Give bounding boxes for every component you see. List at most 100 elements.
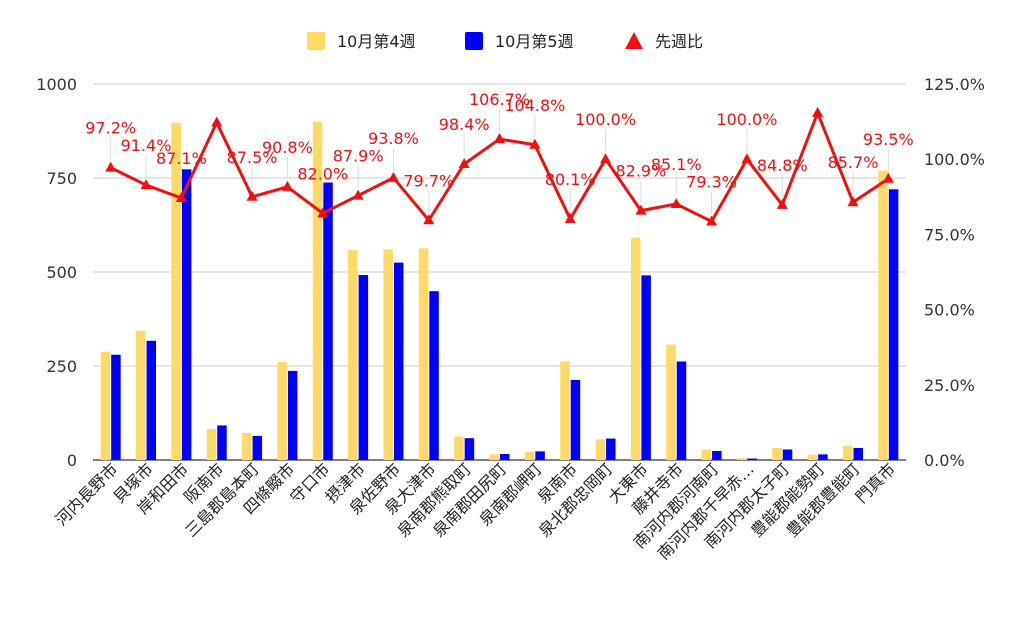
bar-week5 [818,454,828,460]
bar-week5 [429,291,439,460]
ratio-point [423,214,435,225]
bar-week4 [807,454,818,460]
ratio-data-label: 104.8% [504,96,565,115]
y-left-tick-label: 1000 [36,75,77,94]
bar-week5 [641,275,651,460]
ratio-point [635,204,647,215]
ratio-point [847,196,859,207]
bar-week4 [136,330,146,460]
bar-week5 [853,447,863,460]
ratio-data-label: 84.8% [757,156,808,175]
ratio-data-label: 85.7% [828,153,879,172]
ratio-data-label: 79.7% [403,171,454,190]
ratio-point [706,215,718,226]
y-right-tick-label: 50.0% [924,301,975,320]
bar-week4 [842,446,853,460]
bar-week4 [206,429,217,460]
y-left-tick-label: 250 [46,357,77,376]
ratio-point [246,190,258,201]
bar-week5 [181,169,192,461]
bar-week4 [418,248,429,460]
bar-week5 [287,370,298,460]
bar-week5 [146,340,157,460]
y-right-tick-label: 25.0% [924,376,975,395]
ratio-point [458,158,470,169]
bar-week5 [323,182,333,460]
ratio-point [387,171,399,182]
ratio-data-label: 82.9% [615,162,666,181]
bar-week4 [736,458,747,460]
ratio-point [352,189,364,200]
category-label: 門真市 [852,459,899,506]
ratio-data-label: 85.1% [651,155,702,174]
bar-week5 [747,458,757,460]
ratio-data-label: 80.1% [545,170,596,189]
y-right-tick-label: 125.0% [924,75,985,94]
ratio-point [776,198,788,209]
bar-week4 [666,344,676,460]
bar-week4 [348,249,358,460]
bar-week5 [217,425,227,460]
bar-week4 [277,361,287,460]
bar-week4 [312,121,323,460]
ratio-point [211,116,223,127]
y-left-tick-label: 750 [46,169,77,188]
bar-week5 [358,275,369,460]
ratio-data-label: 106.7% [469,90,530,109]
bar-week5 [712,450,722,460]
ratio-data-label: 90.8% [262,138,313,157]
y-right-tick-label: 75.0% [924,225,975,244]
legend-week4-swatch [307,32,325,50]
legend-label: 10月第5週 [495,32,574,51]
bar-week5 [500,453,510,460]
bar-week5 [393,262,404,460]
ratio-data-label: 87.1% [156,149,207,168]
ratio-data-label: 82.0% [297,164,348,183]
bar-week5 [676,361,687,460]
bar-week4 [100,351,111,460]
ratio-point [812,106,824,117]
ratio-point [529,138,541,149]
bar-week4 [171,122,181,460]
ratio-data-label: 87.5% [227,148,278,167]
ratio-data-label: 91.4% [121,136,172,155]
ratio-data-label: 100.0% [575,110,636,129]
ratio-point [317,207,329,218]
bar-week4 [878,170,888,461]
ratio-point [564,213,576,224]
ratio-point [600,153,612,164]
y-right-tick-label: 100.0% [924,150,985,169]
ratio-data-label: 93.5% [863,130,914,149]
ratio-point [670,198,682,209]
bar-week4 [630,237,641,460]
ratio-point [741,153,753,164]
bar-week5 [888,189,899,460]
bar-week4 [524,451,535,460]
ratio-data-label: 100.0% [716,110,777,129]
bar-week4 [383,249,393,460]
bar-week4 [772,447,782,460]
legend-label: 先週比 [655,32,703,51]
y-right-tick-label: 0.0% [924,451,965,470]
ratio-point [105,161,117,172]
bar-week4 [454,436,464,460]
ratio-data-label: 98.4% [439,115,490,134]
ratio-data-label: 79.3% [686,172,737,191]
bar-week5 [464,438,475,460]
ratio-point [175,192,187,203]
ratio-data-label: 97.2% [85,119,136,138]
bar-week5 [252,435,263,460]
ratio-data-label: 93.8% [368,129,419,148]
y-left-tick-label: 500 [46,263,77,282]
bar-week5 [570,379,581,460]
bar-week4 [242,432,252,460]
ratio-point [140,179,152,190]
ratio-point [494,133,505,144]
bar-week4 [489,454,499,460]
legend-ratio-triangle [625,32,643,49]
bar-week5 [111,354,121,460]
ratio-point [281,180,293,191]
y-left-tick-label: 0 [67,451,77,470]
legend-label: 10月第4週 [337,32,416,51]
